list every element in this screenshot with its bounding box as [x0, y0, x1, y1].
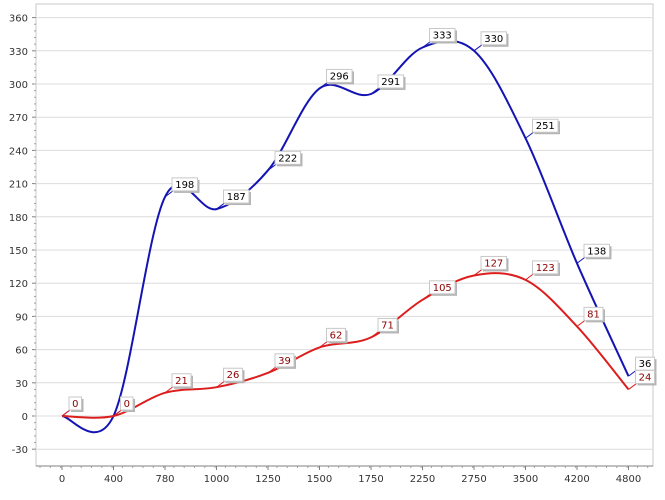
svg-text:21: 21: [175, 376, 188, 387]
svg-text:251: 251: [536, 121, 555, 132]
data-label: 296: [319, 68, 354, 89]
data-label: 222: [267, 150, 303, 171]
svg-text:138: 138: [587, 246, 606, 257]
svg-text:333: 333: [433, 30, 452, 41]
data-label: 24: [628, 369, 657, 390]
y-tick-label: 90: [15, 312, 28, 323]
series-lines: [61, 39, 630, 434]
x-tick-label: 4800: [616, 474, 641, 485]
svg-text:26: 26: [227, 370, 240, 381]
data-labels: 0019818722229629133333025113836002126396…: [61, 27, 657, 417]
data-label: 127: [473, 255, 509, 276]
svg-text:71: 71: [381, 320, 394, 331]
y-tick-label: 300: [9, 80, 28, 91]
data-label: 81: [576, 306, 605, 327]
data-label: 291: [370, 74, 406, 95]
data-label: 187: [216, 189, 251, 210]
svg-text:81: 81: [587, 309, 600, 320]
data-label: 71: [370, 317, 399, 338]
data-label: 39: [267, 353, 296, 374]
data-label: 251: [525, 118, 560, 139]
x-tick-label: 3500: [513, 474, 538, 485]
svg-text:127: 127: [484, 258, 503, 269]
svg-text:296: 296: [330, 71, 349, 82]
x-tick-label: 2750: [461, 474, 486, 485]
y-tick-label: 120: [9, 279, 28, 290]
x-tick-label: 780: [155, 474, 174, 485]
data-label: 26: [216, 367, 245, 388]
svg-text:62: 62: [330, 330, 343, 341]
svg-text:36: 36: [639, 359, 652, 370]
data-label: 198: [164, 177, 200, 198]
y-tick-label: 150: [9, 246, 28, 257]
data-label: 138: [576, 243, 612, 264]
series-1-line: [61, 39, 630, 434]
y-tick-label: 270: [9, 113, 28, 124]
svg-text:123: 123: [536, 263, 555, 274]
gridlines: [37, 17, 652, 450]
svg-text:198: 198: [175, 180, 194, 191]
data-label: 62: [319, 327, 348, 348]
x-tick-label: 2250: [410, 474, 435, 485]
svg-text:291: 291: [381, 77, 400, 88]
y-tick-label: 240: [9, 146, 28, 157]
svg-text:24: 24: [639, 372, 652, 383]
x-tick-label: 1500: [307, 474, 332, 485]
svg-text:187: 187: [227, 192, 246, 203]
x-tick-label: 1250: [255, 474, 280, 485]
y-tick-label: 360: [9, 14, 28, 25]
y-tick-label: 60: [15, 346, 28, 357]
svg-text:0: 0: [72, 399, 78, 410]
data-label: 123: [525, 260, 560, 281]
data-label: 105: [422, 280, 457, 301]
svg-text:330: 330: [484, 34, 503, 45]
y-tick-label: 180: [9, 213, 28, 224]
y-tick-label: 330: [9, 47, 28, 58]
svg-text:105: 105: [433, 283, 452, 294]
x-tick-label: 1000: [204, 474, 229, 485]
series-2-line: [61, 272, 630, 419]
y-tick-label: 210: [9, 180, 28, 191]
data-label: 333: [422, 27, 457, 48]
y-tick-label: 30: [15, 379, 28, 390]
y-tick-label: 0: [22, 412, 28, 423]
data-label: 330: [473, 31, 509, 52]
data-label: 0: [61, 396, 84, 417]
data-label: 0: [113, 396, 135, 417]
svg-text:0: 0: [124, 399, 130, 410]
y-tick-label: -30: [12, 445, 28, 456]
x-tick-label: 400: [104, 474, 123, 485]
x-tick-label: 4200: [564, 474, 589, 485]
x-tick-label: 1750: [358, 474, 383, 485]
data-label: 21: [164, 373, 193, 394]
svg-text:39: 39: [278, 356, 291, 367]
x-tick-label: 0: [59, 474, 65, 485]
svg-text:222: 222: [278, 153, 297, 164]
